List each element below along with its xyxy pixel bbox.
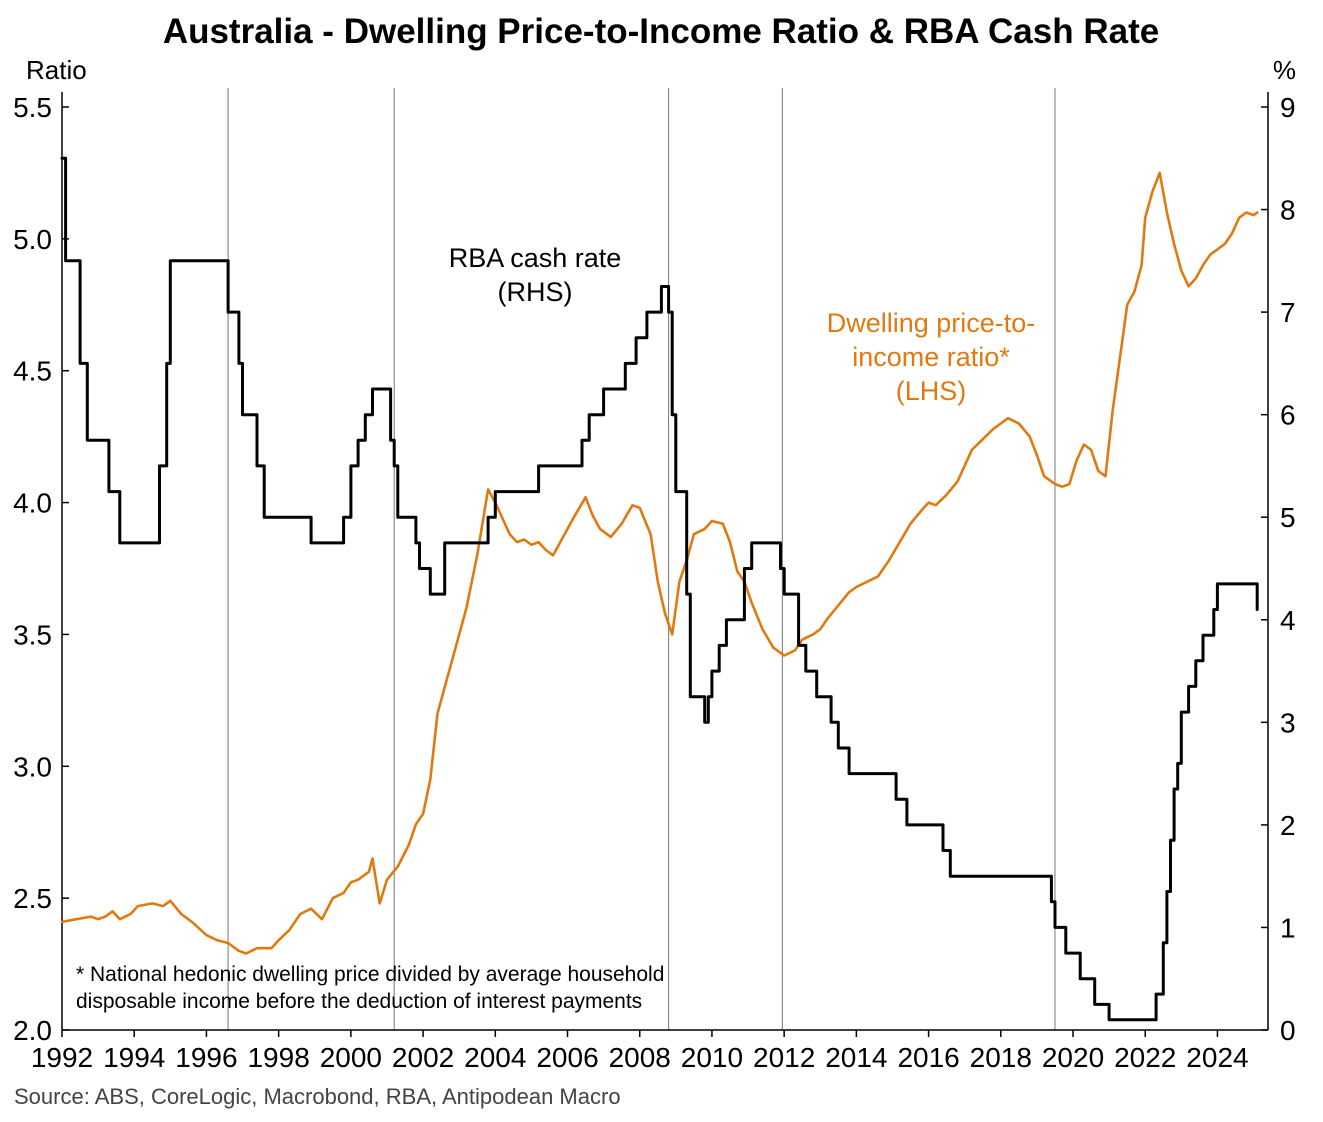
annotation-ratio: Dwelling price-to- income ratio* (LHS) (827, 308, 1036, 406)
cash-rate-line (60, 156, 1259, 1022)
right-tick-label: 5 (1280, 502, 1296, 533)
right-axis-label: % (1273, 55, 1296, 85)
x-tick-label: 2010 (681, 1042, 743, 1073)
right-tick-label: 9 (1280, 92, 1296, 123)
right-tick-label: 1 (1280, 912, 1296, 943)
right-tick-label: 0 (1280, 1015, 1296, 1046)
x-tick-label: 1996 (175, 1042, 237, 1073)
series-lines (60, 156, 1259, 1022)
footnote-line-1: * National hedonic dwelling price divide… (76, 963, 664, 986)
right-tick-label: 6 (1280, 400, 1296, 431)
x-tick-label: 2020 (1042, 1042, 1104, 1073)
x-axis-ticks: 1992 1994 1996 1998 2000 2002 2004 2006 2008 2010… (31, 1030, 1249, 1073)
x-tick-label: 2016 (897, 1042, 959, 1073)
annotation-cash-rate: RBA cash rate (RHS) (449, 243, 622, 307)
right-tick-label: 3 (1280, 707, 1296, 738)
left-tick-label: 4.5 (13, 356, 52, 387)
x-tick-label: 2022 (1114, 1042, 1176, 1073)
left-tick-label: 5.5 (13, 92, 52, 123)
left-tick-label: 2.0 (13, 1015, 52, 1046)
right-tick-label: 7 (1280, 297, 1296, 328)
annotation-cash-rate-line-1: RBA cash rate (449, 243, 622, 273)
price-to-income-line (60, 171, 1259, 955)
x-tick-label: 1992 (31, 1042, 93, 1073)
left-axis-label: Ratio (26, 55, 87, 85)
annotation-ratio-line-1: Dwelling price-to- (827, 308, 1036, 338)
left-tick-label: 3.5 (13, 619, 52, 650)
x-tick-label: 1998 (247, 1042, 309, 1073)
left-axis-ticks: 2.0 2.5 3.0 3.5 4.0 4.5 5.0 5.5 (13, 92, 69, 1046)
chart-title: Australia - Dwelling Price-to-Income Rat… (163, 12, 1159, 51)
x-tick-label: 2014 (825, 1042, 887, 1073)
source-note: Source: ABS, CoreLogic, Macrobond, RBA, … (14, 1084, 621, 1109)
x-tick-label: 2004 (464, 1042, 526, 1073)
annotation-ratio-line-3: (LHS) (896, 376, 967, 406)
axes (61, 92, 1269, 1031)
left-tick-label: 3.0 (13, 751, 52, 782)
left-tick-label: 5.0 (13, 224, 52, 255)
annotation-cash-rate-line-2: (RHS) (498, 277, 573, 307)
x-tick-label: 2006 (536, 1042, 598, 1073)
footnote: * National hedonic dwelling price divide… (76, 963, 664, 1013)
x-tick-label: 2012 (753, 1042, 815, 1073)
annotation-ratio-line-2: income ratio* (852, 342, 1010, 372)
x-tick-label: 2018 (970, 1042, 1032, 1073)
footnote-line-2: disposable income before the deduction o… (76, 990, 642, 1013)
x-tick-label: 2000 (320, 1042, 382, 1073)
right-tick-label: 2 (1280, 810, 1296, 841)
x-tick-label: 2002 (392, 1042, 454, 1073)
right-axis-ticks: 0 1 2 3 4 5 6 7 8 9 (1261, 92, 1296, 1046)
x-tick-label: 2008 (609, 1042, 671, 1073)
x-tick-label: 2024 (1186, 1042, 1248, 1073)
left-tick-label: 2.5 (13, 883, 52, 914)
right-tick-label: 8 (1280, 195, 1296, 226)
x-tick-label: 1994 (103, 1042, 165, 1073)
left-tick-label: 4.0 (13, 488, 52, 519)
vertical-reference-lines (227, 88, 1056, 1030)
right-tick-label: 4 (1280, 605, 1296, 636)
